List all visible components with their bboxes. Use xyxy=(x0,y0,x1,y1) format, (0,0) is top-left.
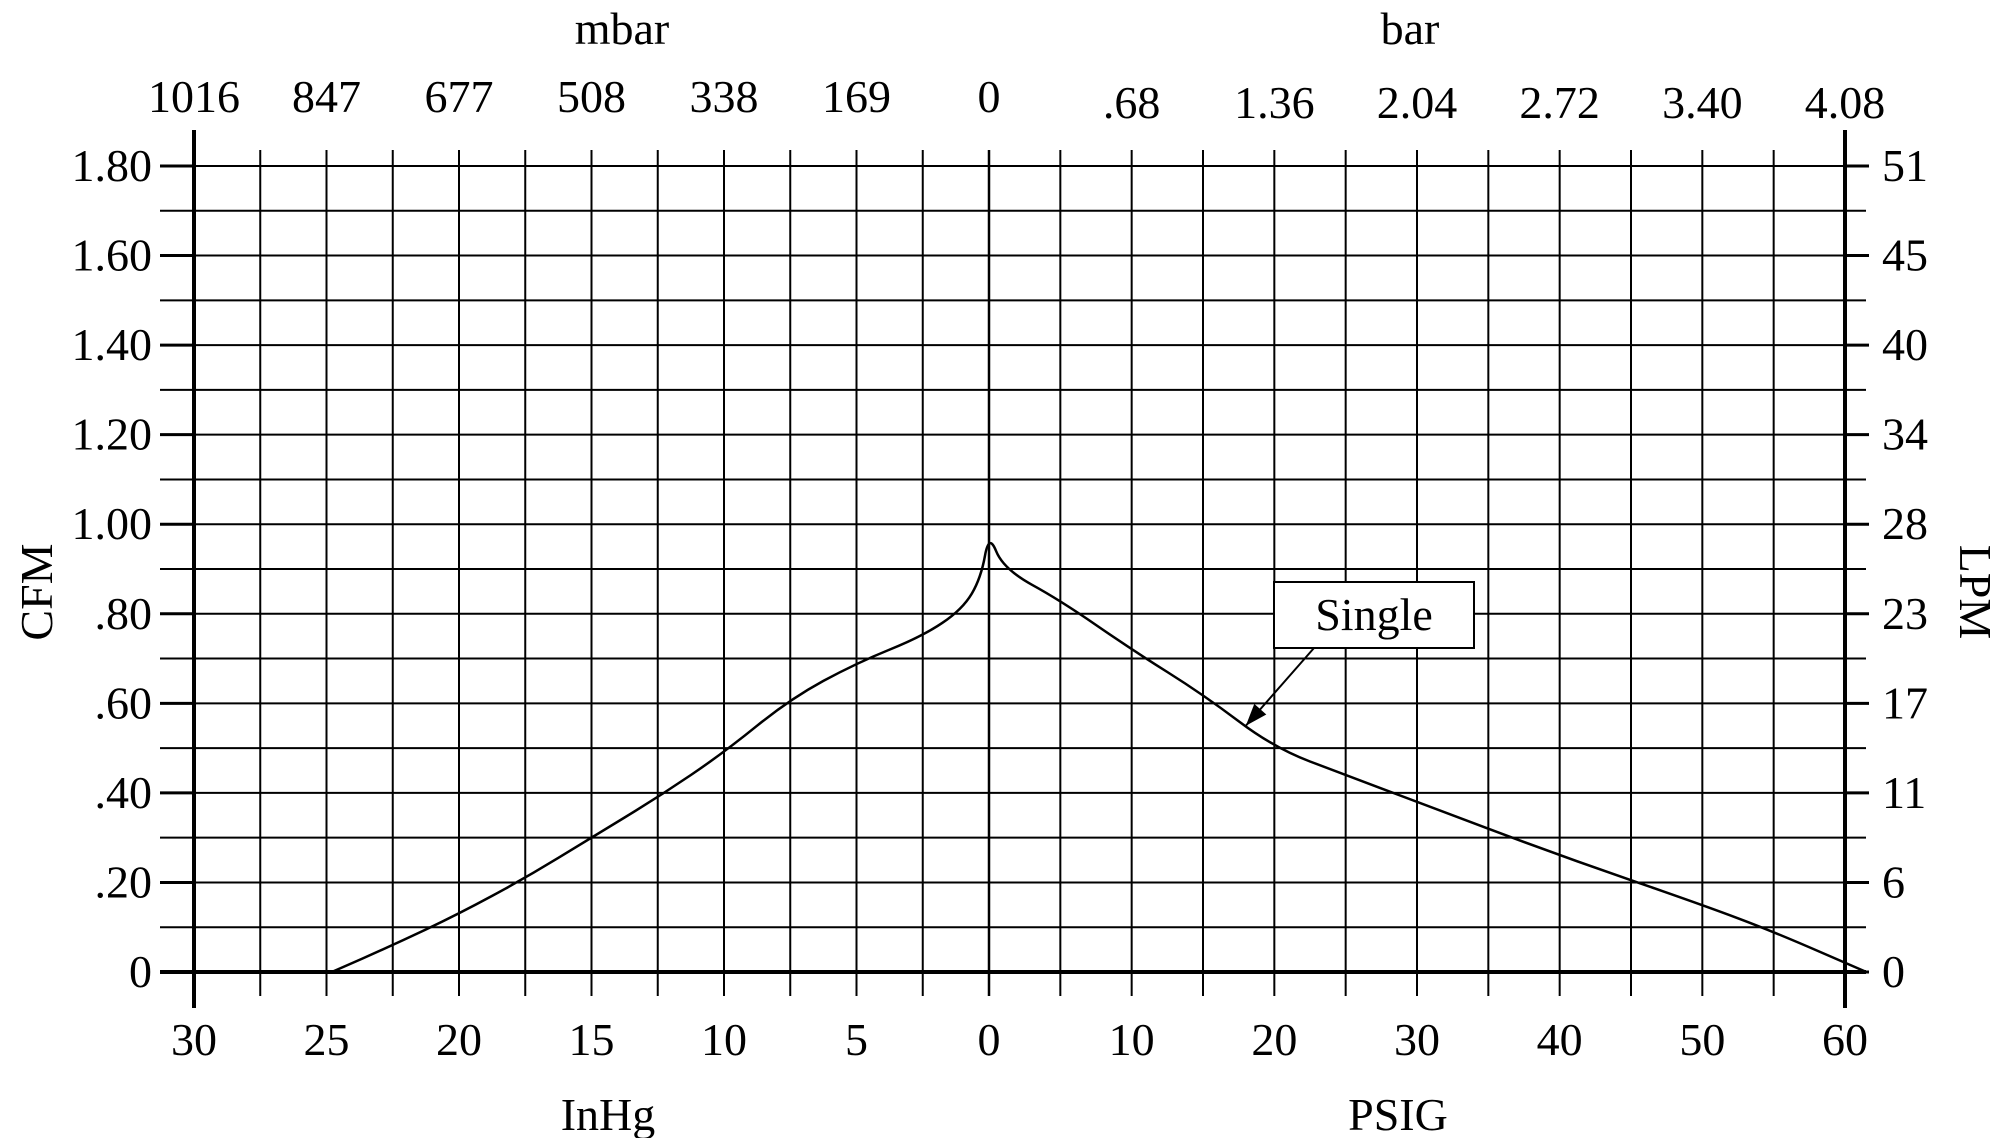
annotation-box xyxy=(1273,581,1475,649)
left-axis-title: CFM xyxy=(11,543,62,640)
top-pressure-axis-title: bar xyxy=(1381,3,1440,54)
annotation-label: Single xyxy=(1315,589,1433,640)
top-pressure-tick-label: 3.40 xyxy=(1662,77,1743,128)
bottom-vacuum-tick-label: 5 xyxy=(845,1014,868,1065)
annotation-arrowhead xyxy=(1245,703,1267,726)
tick-marks xyxy=(160,164,1869,974)
bottom-pressure-axis-title: PSIG xyxy=(1348,1089,1448,1138)
bottom-vacuum-tick-label: 10 xyxy=(701,1014,747,1065)
bottom-vacuum-tick-label: 20 xyxy=(436,1014,482,1065)
top-vacuum-tick-label: 338 xyxy=(690,71,759,122)
bottom-pressure-tick-label: 30 xyxy=(1394,1014,1440,1065)
series-line-single xyxy=(331,542,1867,974)
right-tick-label: 45 xyxy=(1882,230,1928,281)
top-vacuum-tick-label: 847 xyxy=(292,71,361,122)
top-vacuum-tick-label: 169 xyxy=(822,71,891,122)
bottom-pressure-tick-label: 60 xyxy=(1822,1014,1868,1065)
left-tick-label: 1.40 xyxy=(72,319,153,370)
bottom-vacuum-axis-title: InHg xyxy=(561,1089,656,1138)
bottom-pressure-tick-label: 50 xyxy=(1679,1014,1725,1065)
right-tick-label: 17 xyxy=(1882,677,1928,728)
top-pressure-tick-label: .68 xyxy=(1103,77,1161,128)
top-vacuum-tick-label: 0 xyxy=(978,71,1001,122)
left-tick-label: 0 xyxy=(129,946,152,997)
bottom-vacuum-tick-label: 25 xyxy=(304,1014,350,1065)
right-tick-label: 51 xyxy=(1882,140,1928,191)
right-tick-label: 23 xyxy=(1882,588,1928,639)
right-axis-title: LPM xyxy=(1950,545,2001,640)
bottom-pressure-tick-label: 10 xyxy=(1109,1014,1155,1065)
bottom-vacuum-tick-label: 0 xyxy=(978,1014,1001,1065)
top-vacuum-tick-label: 1016 xyxy=(148,71,240,122)
left-tick-label: .60 xyxy=(95,677,153,728)
right-tick-label: 6 xyxy=(1882,856,1905,907)
left-tick-label: .80 xyxy=(95,588,153,639)
bottom-vacuum-tick-label: 15 xyxy=(569,1014,615,1065)
bottom-pressure-tick-label: 20 xyxy=(1251,1014,1297,1065)
top-vacuum-axis-title: mbar xyxy=(575,3,670,54)
tick-labels: 0 .20 .40 .60 .80 1.00 1.20 1.40 1.60 1.80 0 6 11 17 2… xyxy=(72,71,1929,1065)
top-vacuum-tick-label: 508 xyxy=(557,71,626,122)
left-tick-label: 1.60 xyxy=(72,230,153,281)
grid xyxy=(160,150,1866,996)
right-tick-label: 34 xyxy=(1882,409,1928,460)
left-tick-label: .20 xyxy=(95,856,153,907)
left-tick-label: 1.20 xyxy=(72,409,153,460)
right-tick-label: 11 xyxy=(1882,767,1926,818)
left-tick-label: 1.00 xyxy=(72,498,153,549)
top-pressure-tick-label: 1.36 xyxy=(1234,77,1315,128)
left-tick-label: .40 xyxy=(95,767,153,818)
top-pressure-tick-label: 2.04 xyxy=(1377,77,1458,128)
top-pressure-tick-label: 2.72 xyxy=(1519,77,1600,128)
bottom-vacuum-tick-label: 30 xyxy=(171,1014,217,1065)
plot-frame xyxy=(160,130,1866,1008)
left-tick-label: 1.80 xyxy=(72,140,153,191)
top-pressure-tick-label: 4.08 xyxy=(1805,77,1886,128)
right-tick-label: 28 xyxy=(1882,498,1928,549)
bottom-pressure-tick-label: 40 xyxy=(1537,1014,1583,1065)
right-tick-label: 0 xyxy=(1882,946,1905,997)
right-tick-label: 40 xyxy=(1882,319,1928,370)
annotation-single: Single xyxy=(1245,581,1475,727)
top-vacuum-tick-label: 677 xyxy=(425,71,494,122)
